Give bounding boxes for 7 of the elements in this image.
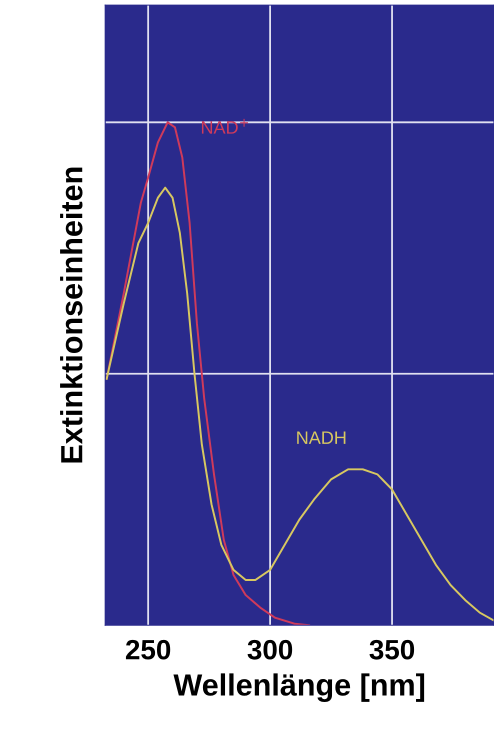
series-label: NADH bbox=[297, 431, 346, 444]
series-label: NAD$^{+}$ bbox=[202, 118, 248, 134]
x-tick-label: 300 bbox=[248, 640, 292, 660]
y-axis-title: Extinktionseinheiten bbox=[60, 168, 83, 463]
x-tick-label: 250 bbox=[126, 640, 170, 660]
x-axis-title: Wellenlänge [nm] bbox=[173, 673, 424, 702]
x-tick-label: 350 bbox=[370, 640, 414, 660]
